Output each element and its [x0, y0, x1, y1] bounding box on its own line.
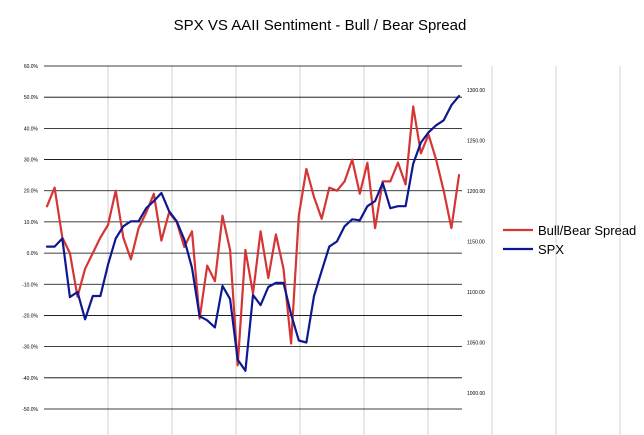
right-tick-label: 1050.00	[467, 341, 485, 347]
series-line-spx	[45, 94, 461, 372]
left-tick-label: 20.0%	[24, 189, 39, 195]
left-tick-label: 30.0%	[24, 158, 39, 164]
right-tick-label: 1250.00	[467, 139, 485, 145]
left-axis-tick-labels: 60.0% 50.0% 40.0% 30.0% 20.0% 10.0% 0.0% -10.0%…	[22, 64, 38, 413]
left-tick-label: 60.0%	[24, 64, 39, 70]
right-tick-label: 1150.00	[467, 240, 485, 246]
chart-title: SPX VS AAII Sentiment - Bull / Bear Spre…	[174, 17, 467, 34]
left-tick-label: 10.0%	[24, 220, 39, 226]
series-lines	[45, 94, 461, 372]
left-tick-label: -10.0%	[22, 282, 38, 288]
right-tick-label: 1200.00	[467, 189, 485, 195]
right-axis-tick-labels: 1300.00 1250.00 1200.00 1150.00 1100.00 1050.…	[467, 88, 485, 397]
right-tick-label: 1000.00	[467, 391, 485, 397]
horizontal-gridlines	[44, 65, 462, 410]
right-tick-label: 1300.00	[467, 88, 485, 94]
left-tick-label: -30.0%	[22, 345, 38, 351]
legend: Bull/Bear Spread SPX	[503, 223, 636, 257]
left-tick-label: -50.0%	[22, 407, 38, 413]
left-tick-label: -20.0%	[22, 313, 38, 319]
left-tick-label: -40.0%	[22, 376, 38, 382]
left-tick-label: 50.0%	[24, 95, 39, 101]
right-tick-label: 1100.00	[467, 290, 485, 296]
legend-label: Bull/Bear Spread	[538, 223, 636, 238]
vertical-gridlines	[107, 66, 621, 435]
left-tick-label: 0.0%	[27, 251, 39, 257]
legend-label: SPX	[538, 242, 564, 257]
left-tick-label: 40.0%	[24, 126, 39, 132]
series-line-bull-bear-spread	[45, 105, 461, 367]
